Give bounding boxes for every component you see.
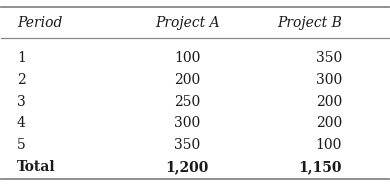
Text: 200: 200 — [316, 95, 342, 109]
Text: 1: 1 — [17, 51, 26, 65]
Text: 1,200: 1,200 — [166, 160, 209, 174]
Text: 200: 200 — [174, 73, 200, 87]
Text: 4: 4 — [17, 116, 26, 130]
Text: 1,150: 1,150 — [299, 160, 342, 174]
Text: 2: 2 — [17, 73, 26, 87]
Text: 3: 3 — [17, 95, 26, 109]
Text: 5: 5 — [17, 138, 26, 152]
Text: Project A: Project A — [155, 16, 220, 30]
Text: 100: 100 — [174, 51, 200, 65]
Text: Total: Total — [17, 160, 55, 174]
Text: 200: 200 — [316, 116, 342, 130]
Text: 350: 350 — [316, 51, 342, 65]
Text: 250: 250 — [174, 95, 200, 109]
Text: Project B: Project B — [277, 16, 342, 30]
Text: 300: 300 — [316, 73, 342, 87]
Text: 350: 350 — [174, 138, 200, 152]
Text: Period: Period — [17, 16, 62, 30]
Text: 300: 300 — [174, 116, 200, 130]
Text: 100: 100 — [316, 138, 342, 152]
